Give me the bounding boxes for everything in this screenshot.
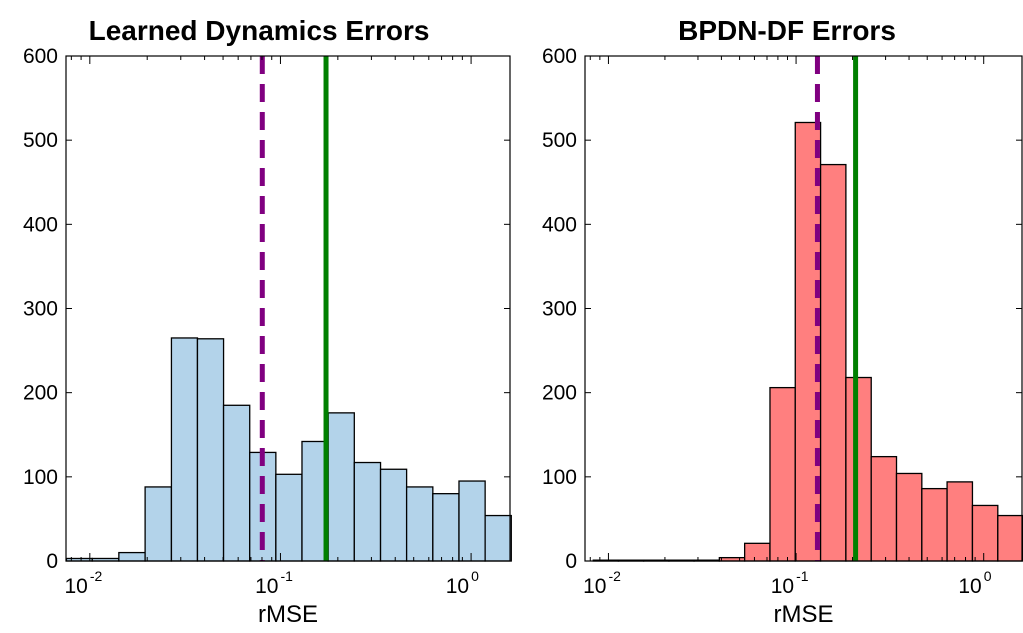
histogram-bar [769, 386, 796, 562]
y-tick-label: 500 [542, 129, 577, 152]
x-tick-label-exponent: -1 [280, 568, 293, 584]
y-tick-label: 200 [23, 382, 58, 405]
histogram-bar [379, 468, 408, 562]
y-tick-label: 500 [23, 129, 58, 152]
histogram-bar [895, 472, 923, 562]
histogram-bar [946, 481, 974, 562]
y-tick-label: 0 [565, 550, 577, 573]
histogram-bar [196, 338, 225, 562]
y-tick-label: 600 [542, 45, 577, 68]
x-tick-label-exponent: 0 [471, 568, 479, 584]
histogram-bar [222, 404, 251, 562]
histogram-bar [971, 504, 999, 562]
y-tick-label: 100 [23, 466, 58, 489]
histogram-bar [118, 551, 146, 562]
x-tick-label-base: 10 [583, 575, 606, 598]
x-tick-label-exponent: -1 [796, 568, 809, 584]
x-tick-label-base: 10 [958, 575, 981, 598]
y-tick-label: 300 [23, 298, 58, 321]
x-tick-label-exponent: -2 [90, 568, 103, 584]
x-tick-label-base: 10 [446, 575, 469, 598]
x-tick-label-exponent: -2 [608, 568, 621, 584]
x-tick-label-base: 10 [771, 575, 794, 598]
x-axis-label: rMSE [258, 601, 318, 628]
histogram-bar [997, 514, 1023, 562]
chart-title: Learned Dynamics Errors [89, 15, 430, 46]
histogram-bar [870, 455, 898, 562]
histogram-bar [432, 493, 460, 562]
histogram-bar [275, 473, 303, 562]
histogram-bar [144, 486, 173, 562]
histogram-bar [819, 163, 847, 562]
histogram-bar [845, 376, 872, 562]
histogram-bar [405, 486, 434, 562]
y-tick-label: 400 [542, 213, 577, 236]
histogram-bar [353, 461, 382, 562]
histogram-bar [743, 542, 771, 562]
histogram-bar [921, 487, 948, 562]
x-tick-label-base: 10 [255, 575, 278, 598]
chart-title: BPDN-DF Errors [678, 15, 896, 46]
x-tick-label-exponent: 0 [984, 568, 992, 584]
histogram-bar [170, 337, 199, 562]
y-tick-label: 200 [542, 382, 577, 405]
y-tick-label: 100 [542, 466, 577, 489]
x-tick-label-base: 10 [64, 575, 87, 598]
histogram-bar [484, 514, 512, 562]
x-axis-label: rMSE [774, 601, 834, 628]
histogram-bar [327, 412, 355, 562]
y-tick-label: 600 [23, 45, 58, 68]
histogram-bar [458, 480, 486, 562]
y-tick-label: 0 [46, 550, 58, 573]
y-tick-label: 400 [23, 213, 58, 236]
y-tick-label: 300 [542, 298, 577, 321]
